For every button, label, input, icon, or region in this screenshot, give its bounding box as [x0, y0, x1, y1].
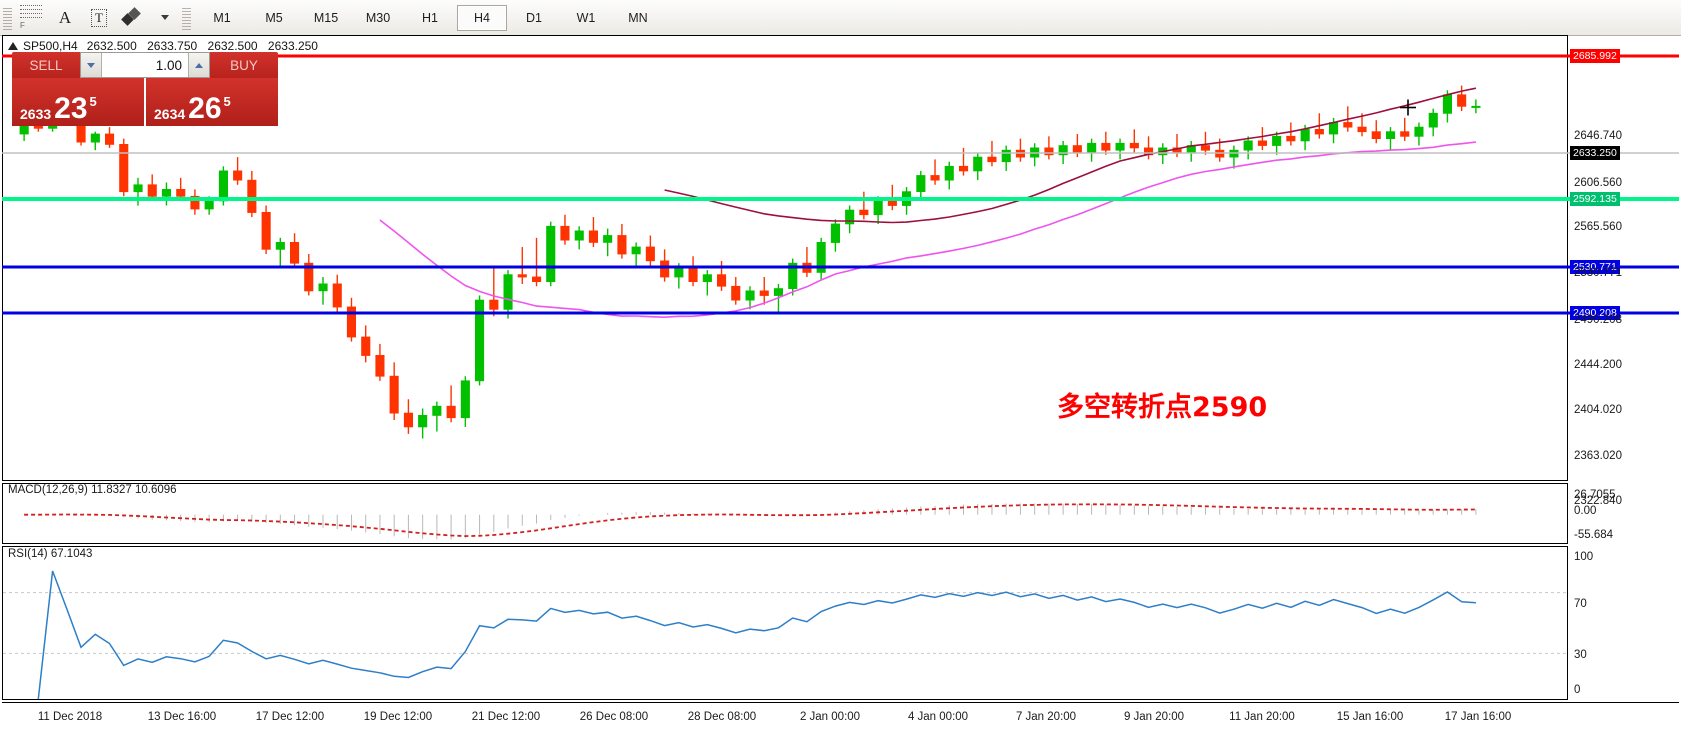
- time-tick-2: 17 Dec 12:00: [255, 711, 325, 723]
- crosshair-f-icon[interactable]: F: [14, 3, 48, 33]
- sell-price-box[interactable]: 2633 23 5: [12, 78, 144, 126]
- macd-tick-zero: 0.00: [1574, 505, 1597, 517]
- macd-pane[interactable]: [2, 483, 1568, 544]
- quote-close: 2633.250: [267, 39, 318, 53]
- quote-low: 2632.500: [207, 39, 258, 53]
- price-tick-2404: 2404.020: [1574, 404, 1622, 416]
- chart-annotation: 多空转折点2590: [1057, 392, 1268, 423]
- rsi-scale: 100 70 30 0: [1570, 546, 1679, 700]
- time-tick-8: 4 Jan 00:00: [907, 711, 969, 723]
- macd-scale: 26.7055 0.00 -55.684: [1570, 483, 1679, 544]
- timeframe-m5[interactable]: M5: [265, 10, 283, 25]
- timeframe-d1[interactable]: D1: [526, 10, 542, 25]
- time-tick-11: 11 Jan 20:00: [1229, 711, 1295, 723]
- label-support-blue-2: 2490.208: [1570, 306, 1620, 320]
- time-tick-3: 19 Dec 12:00: [363, 711, 433, 723]
- time-tick-4: 21 Dec 12:00: [471, 711, 541, 723]
- macd-plot: [24, 503, 1477, 540]
- label-support-green: 2592.135: [1570, 192, 1620, 206]
- label-support-blue-1: 2530.771: [1570, 260, 1620, 274]
- toolbar-grip-1[interactable]: [3, 5, 12, 30]
- time-tick-5: 26 Dec 08:00: [579, 711, 649, 723]
- macd-label: MACD(12,26,9) 11.8327 10.6096: [8, 484, 177, 496]
- time-tick-7: 2 Jan 00:00: [799, 711, 861, 723]
- buy-price-fraction: 5: [223, 94, 231, 109]
- time-tick-9: 7 Jan 20:00: [1015, 711, 1077, 723]
- text-A-icon[interactable]: A: [58, 7, 72, 27]
- timeframe-h4[interactable]: H4: [457, 4, 507, 31]
- price-tick-2490-ghost: 2490.208: [1574, 314, 1622, 326]
- quote-header: SP500,H4 2632.500 2633.750 2632.500 2633…: [8, 39, 325, 53]
- sell-price-major: 23: [54, 92, 88, 125]
- price-tick-2322: 2322.840: [1574, 495, 1622, 507]
- price-tick-2363: 2363.020: [1574, 450, 1622, 462]
- time-tick-13: 17 Jan 16:00: [1444, 711, 1512, 723]
- toolbar-grip-2[interactable]: [182, 5, 191, 30]
- one-click-trading-panel[interactable]: SELL 1.00 BUY 2633 23 5 2634 26 5: [12, 52, 278, 126]
- price-tick-2565: 2565.560: [1574, 221, 1622, 233]
- symbol-label: SP500,H4: [23, 39, 78, 53]
- timeframe-m1[interactable]: M1: [213, 10, 231, 25]
- timeframe-h1[interactable]: H1: [422, 10, 438, 25]
- sell-price-fraction: 5: [89, 94, 97, 109]
- sell-button[interactable]: SELL: [12, 52, 80, 78]
- macd-tick-high: 26.7055: [1574, 489, 1616, 501]
- label-current-price: 2633.250: [1570, 146, 1620, 160]
- timeframe-mn[interactable]: MN: [628, 10, 648, 25]
- time-tick-6: 28 Dec 08:00: [687, 711, 757, 723]
- rsi-tick-0: 0: [1574, 684, 1581, 696]
- buy-price-box[interactable]: 2634 26 5: [146, 78, 278, 126]
- rsi-label: RSI(14) 67.1043: [8, 548, 93, 560]
- objects-diamond-icon[interactable]: [116, 3, 150, 33]
- timeframe-m30[interactable]: M30: [365, 10, 391, 25]
- chart-area: 2685.992 2633.250 2592.135 2530.771 2490…: [2, 35, 1679, 734]
- rsi-tick-70: 70: [1574, 598, 1587, 610]
- rsi-pane[interactable]: [2, 546, 1568, 700]
- price-tick-2646: 2646.740: [1574, 130, 1622, 142]
- time-axis[interactable]: 11 Dec 2018 13 Dec 16:00 17 Dec 12:00 19…: [2, 702, 1679, 734]
- sell-price-integer: 2633: [20, 106, 52, 122]
- time-tick-10: 9 Jan 20:00: [1123, 711, 1185, 723]
- volume-increase-button[interactable]: [188, 53, 209, 77]
- time-tick-0: 11 Dec 2018: [37, 711, 103, 723]
- time-tick-12: 15 Jan 16:00: [1336, 711, 1404, 723]
- price-tick-2444: 2444.200: [1574, 359, 1622, 371]
- quote-open: 2632.500: [86, 39, 137, 53]
- time-tick-1: 13 Dec 16:00: [147, 711, 217, 723]
- volume-stepper[interactable]: 1.00: [80, 52, 210, 78]
- price-tick-2606: 2606.560: [1574, 177, 1622, 189]
- rsi-tick-100: 100: [1574, 551, 1594, 563]
- text-label-T-icon[interactable]: T: [82, 3, 116, 33]
- price-tick-2530-ghost: 2530.771: [1574, 267, 1622, 279]
- volume-input[interactable]: 1.00: [102, 53, 188, 77]
- volume-decrease-button[interactable]: [81, 53, 102, 77]
- timeframe-m15[interactable]: M15: [313, 10, 339, 25]
- label-resistance-red: 2685.992: [1570, 49, 1620, 63]
- buy-price-integer: 2634: [154, 106, 186, 122]
- rsi-plot: [3, 570, 1567, 699]
- chevron-down-icon[interactable]: [150, 3, 178, 33]
- toolbar: F A T M1 M5 M15 M30 H1 H4 D1 W1 MN: [0, 0, 1681, 36]
- timeframe-w1[interactable]: W1: [576, 10, 596, 25]
- buy-price-major: 26: [188, 92, 222, 125]
- price-scale[interactable]: 2646.740 2606.560 2565.560 2530.771 2490…: [1570, 35, 1679, 481]
- quote-high: 2633.750: [147, 39, 198, 53]
- collapse-triangle-icon[interactable]: [8, 42, 18, 50]
- macd-tick-low: -55.684: [1574, 529, 1614, 541]
- buy-button[interactable]: BUY: [210, 52, 278, 78]
- rsi-tick-30: 30: [1574, 649, 1587, 661]
